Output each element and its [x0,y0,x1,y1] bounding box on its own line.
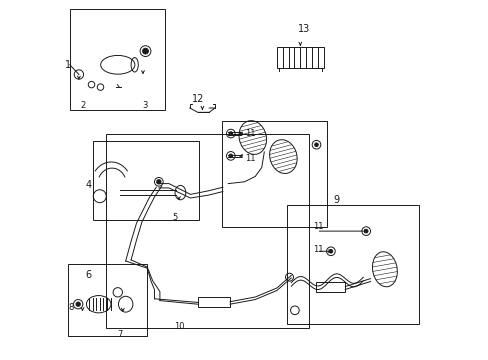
Text: 10: 10 [174,323,184,331]
Text: 6: 6 [85,270,91,280]
Bar [316,282,345,292]
Text: 11: 11 [245,129,256,138]
Text: 11: 11 [312,222,323,231]
Circle shape [76,302,80,306]
Text: 5: 5 [172,213,177,222]
Bar [70,9,165,110]
Text: 11: 11 [312,245,323,253]
Text: 1: 1 [65,60,71,70]
Text: 2: 2 [81,100,86,109]
Bar [68,264,147,336]
Text: 7: 7 [118,330,123,338]
Bar [197,297,230,307]
Text: 3: 3 [142,100,147,109]
Circle shape [314,143,318,147]
Bar [93,141,199,220]
Circle shape [228,154,232,158]
Bar [286,205,419,324]
Circle shape [364,229,367,233]
Circle shape [156,180,161,184]
Text: 12: 12 [192,94,204,104]
Text: 9: 9 [333,195,339,205]
Bar [276,47,323,68]
Text: 11: 11 [245,154,256,163]
Bar [222,121,326,227]
Text: 8: 8 [69,303,74,312]
Circle shape [142,48,148,54]
Text: 4: 4 [85,180,91,190]
Bar [106,134,309,328]
Circle shape [228,132,232,135]
Text: 13: 13 [297,24,309,34]
Circle shape [328,249,332,253]
